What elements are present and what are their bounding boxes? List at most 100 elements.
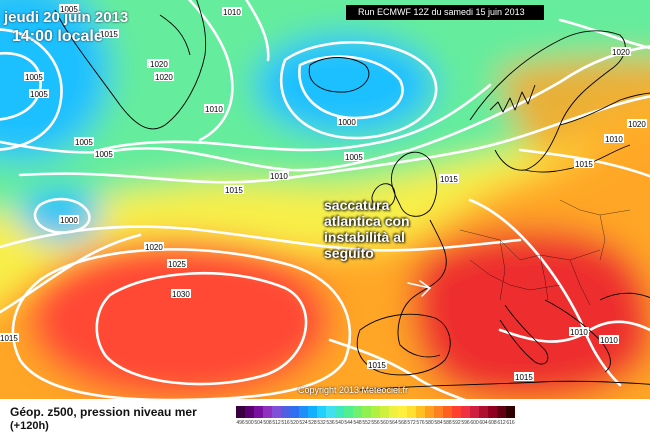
isobar-label: 1025: [167, 259, 187, 269]
isobar-label: 1015: [367, 360, 387, 370]
svg-text:1005: 1005: [95, 150, 113, 159]
isobar-label: 1015: [514, 372, 534, 382]
svg-text:1015: 1015: [440, 175, 458, 184]
color-swatch: [317, 406, 326, 418]
color-swatch: [236, 406, 245, 418]
scale-tick-label: 496: [236, 420, 245, 426]
color-swatch: [335, 406, 344, 418]
color-swatch: [461, 406, 470, 418]
scale-tick-label: 616: [506, 420, 515, 426]
color-swatch: [308, 406, 317, 418]
color-scale-bar: [236, 406, 515, 418]
scandinavia-east: [559, 92, 650, 126]
borders: [459, 199, 631, 306]
svg-text:1020: 1020: [145, 243, 163, 252]
norway-fjords: [489, 84, 536, 113]
field-description: Géop. z500, pression niveau mer: [10, 405, 197, 419]
svg-text:1020: 1020: [155, 73, 173, 82]
scale-tick-label: 552: [362, 420, 371, 426]
isobar-label: 1020: [144, 242, 164, 252]
forecast-map: 1010 1015 1020 1005 1005 1005 1005 1020 1020 1010…: [0, 0, 650, 400]
north-africa: [359, 380, 650, 391]
scale-tick-label: 536: [326, 420, 335, 426]
color-swatch: [245, 406, 254, 418]
lead-time: (+120h): [10, 420, 49, 432]
color-swatch: [425, 406, 434, 418]
scale-tick-label: 612: [497, 420, 506, 426]
isobar-east-1010: [468, 198, 622, 387]
scale-tick-label: 556: [371, 420, 380, 426]
forecast-annotation: saccatura atlantica con instabilità al s…: [324, 197, 410, 261]
isobar-label: 1020: [611, 47, 631, 57]
color-swatch: [344, 406, 353, 418]
scale-tick-label: 592: [452, 420, 461, 426]
isobar-label: 1010: [599, 335, 619, 345]
isobar-labels: 1010 1015 1020 1005 1005 1005 1005 1020 1020 1010…: [0, 4, 647, 382]
svg-text:1005: 1005: [345, 153, 363, 162]
isobar-low-1005: [279, 41, 438, 140]
black-sea: [599, 292, 650, 301]
isobar-label: 1005: [29, 89, 49, 99]
color-swatch: [398, 406, 407, 418]
svg-text:1000: 1000: [338, 118, 356, 127]
isobar-label: 1005: [94, 149, 114, 159]
annotation-line: atlantica con: [324, 213, 410, 229]
svg-text:1010: 1010: [570, 328, 588, 337]
isobar-label: 1015: [224, 185, 244, 195]
isobar-label: 1015: [99, 29, 119, 39]
isobar-1020: [0, 225, 522, 252]
isobars: [0, 0, 650, 400]
isobar-label: 1020: [149, 59, 169, 69]
scale-tick-label: 548: [353, 420, 362, 426]
legend-footer: Géop. z500, pression niveau mer (+120h) …: [0, 399, 650, 433]
svg-text:1015: 1015: [575, 160, 593, 169]
isobar-label: 1010: [604, 134, 624, 144]
scale-tick-label: 588: [443, 420, 452, 426]
svg-text:1010: 1010: [600, 336, 618, 345]
isobar-label: 1010: [222, 7, 242, 17]
color-swatch: [272, 406, 281, 418]
isobar-label: 1000: [59, 215, 79, 225]
isobar-label: 1000: [337, 117, 357, 127]
isobar-west-low-2: [0, 28, 63, 151]
color-swatch: [497, 406, 506, 418]
color-swatch: [470, 406, 479, 418]
color-swatch: [299, 406, 308, 418]
svg-text:1000: 1000: [60, 216, 78, 225]
color-swatch: [254, 406, 263, 418]
isobar-label: 1015: [0, 333, 19, 343]
color-swatch: [371, 406, 380, 418]
svg-text:1020: 1020: [628, 120, 646, 129]
color-swatch: [407, 406, 416, 418]
scale-tick-label: 544: [344, 420, 353, 426]
scale-tick-label: 524: [299, 420, 308, 426]
scale-tick-label: 576: [416, 420, 425, 426]
svg-text:1025: 1025: [168, 260, 186, 269]
model-run-label: Run ECMWF 12Z du samedi 15 juin 2013: [346, 5, 544, 20]
svg-text:1005: 1005: [25, 73, 43, 82]
svg-text:1010: 1010: [605, 135, 623, 144]
iceland-coast: [308, 57, 370, 93]
isobar-label: 1005: [24, 72, 44, 82]
scale-tick-label: 512: [272, 420, 281, 426]
svg-text:1015: 1015: [515, 373, 533, 382]
svg-text:1030: 1030: [172, 290, 190, 299]
forecast-date: jeudi 20 juin 2013: [4, 9, 129, 26]
scale-tick-label: 564: [389, 420, 398, 426]
isobar-label: 1020: [154, 72, 174, 82]
svg-text:1010: 1010: [270, 172, 288, 181]
scale-tick-label: 572: [407, 420, 416, 426]
annotation-line: saccatura: [324, 197, 390, 213]
color-swatch: [479, 406, 488, 418]
scale-tick-label: 508: [263, 420, 272, 426]
color-swatch: [452, 406, 461, 418]
scale-tick-label: 596: [461, 420, 470, 426]
color-swatch: [488, 406, 497, 418]
europe-west-coast: [397, 219, 447, 358]
isobar-1005-band: [98, 83, 492, 152]
scale-tick-label: 568: [398, 420, 407, 426]
color-swatch: [443, 406, 452, 418]
greenland-coast: [54, 0, 207, 130]
svg-text:1015: 1015: [368, 361, 386, 370]
svg-text:1020: 1020: [150, 60, 168, 69]
